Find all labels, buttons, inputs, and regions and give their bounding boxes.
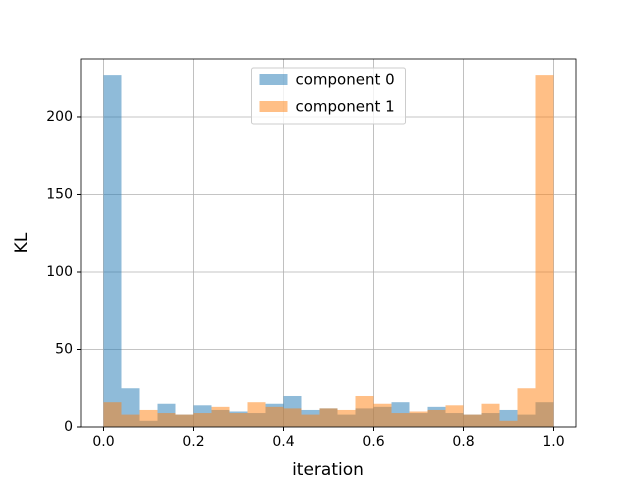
y-tick-label: 200 (46, 109, 73, 125)
legend-label: component 0 (296, 71, 395, 89)
legend-frame (251, 67, 406, 125)
y-tick-label: 0 (64, 419, 73, 435)
bar (175, 414, 194, 427)
x-tick-label: 0.6 (362, 434, 384, 450)
x-tick-label: 0.2 (182, 434, 204, 450)
bar (427, 409, 446, 427)
y-tick-label: 50 (55, 341, 73, 357)
bar (301, 414, 320, 427)
bar (319, 408, 338, 427)
bar (517, 388, 536, 427)
bar (265, 406, 284, 427)
bar (373, 403, 392, 427)
bar (211, 406, 230, 427)
x-tick-label: 0.8 (452, 434, 474, 450)
y-tick-label: 150 (46, 186, 73, 202)
bar (355, 395, 374, 427)
bars (103, 75, 554, 428)
bar (337, 409, 356, 427)
y-tick-label: 100 (46, 264, 73, 280)
bar (409, 411, 428, 427)
bar (535, 75, 554, 428)
x-tick-label: 0.0 (92, 434, 114, 450)
x-tick-label: 1.0 (542, 434, 564, 450)
bar (247, 402, 266, 427)
bar (193, 413, 212, 427)
legend-label: component 1 (296, 98, 395, 116)
bar (157, 413, 176, 427)
bar (283, 408, 302, 427)
y-axis-label: KL (12, 232, 32, 253)
bar (481, 403, 500, 427)
axes-frame (80, 58, 577, 428)
legend-swatch (259, 74, 288, 85)
bar (463, 414, 482, 427)
legend-swatch (259, 101, 288, 112)
bar (139, 409, 158, 427)
x-axis-label: iteration (292, 460, 364, 480)
bar (445, 405, 464, 427)
legend: component 0 component 1 (251, 67, 406, 125)
bar (103, 402, 122, 427)
x-tick-label: 0.4 (272, 434, 294, 450)
bar (391, 413, 410, 427)
bar (229, 413, 248, 427)
bar (121, 414, 140, 427)
bar (103, 75, 122, 428)
bar (499, 420, 518, 427)
